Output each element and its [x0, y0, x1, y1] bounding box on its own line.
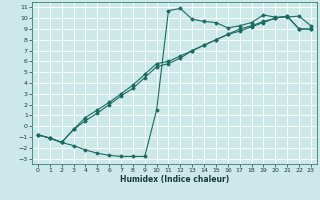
X-axis label: Humidex (Indice chaleur): Humidex (Indice chaleur) — [120, 175, 229, 184]
